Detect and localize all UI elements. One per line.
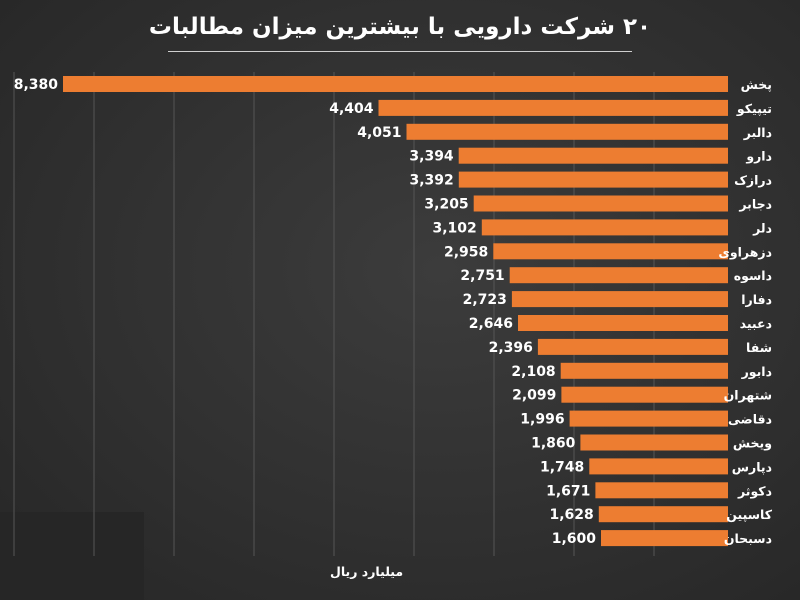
bar <box>601 530 728 547</box>
corner-shade <box>0 512 144 600</box>
category-label: ویخش <box>733 436 772 451</box>
value-label: 8,380 <box>14 77 59 93</box>
bar <box>458 171 728 188</box>
category-label: دعبید <box>740 316 772 331</box>
category-label: دجابر <box>738 197 772 212</box>
bar <box>406 123 728 140</box>
value-label: 2,396 <box>489 340 533 356</box>
category-label: دپارس <box>732 459 772 474</box>
bar <box>580 434 728 451</box>
value-label: 1,628 <box>550 507 594 523</box>
value-label: 1,600 <box>552 531 597 547</box>
unit-label: میلیارد ریال <box>330 564 404 579</box>
title-underline <box>168 51 632 52</box>
bar <box>509 267 728 284</box>
category-label: دلر <box>752 220 772 235</box>
value-label: 3,394 <box>409 149 454 165</box>
category-label: دسبحان <box>724 531 772 546</box>
bar <box>589 458 728 475</box>
value-label: 3,102 <box>433 220 477 236</box>
category-label: کاسپین <box>726 507 772 522</box>
bar <box>493 243 728 260</box>
bar <box>537 338 728 355</box>
bar <box>569 410 728 427</box>
category-label: داسوه <box>734 268 772 283</box>
bar <box>598 506 728 523</box>
value-label: 4,051 <box>357 125 401 141</box>
bar <box>595 482 728 499</box>
category-label: پخش <box>741 77 772 92</box>
bar <box>511 291 728 308</box>
value-label: 1,996 <box>520 412 564 428</box>
bars <box>63 76 728 547</box>
bar <box>458 147 728 164</box>
value-label: 1,748 <box>540 459 584 475</box>
value-label: 2,099 <box>512 388 556 404</box>
value-label: 1,860 <box>531 436 576 452</box>
category-label: دابور <box>741 364 772 379</box>
value-label: 2,646 <box>469 316 513 332</box>
category-label: شفا <box>746 340 772 355</box>
value-label: 3,392 <box>410 173 454 189</box>
bar <box>561 386 728 403</box>
bar <box>560 362 728 379</box>
category-label: شتهران <box>724 388 772 403</box>
category-label: درازک <box>734 173 772 188</box>
value-label: 2,751 <box>460 268 504 284</box>
category-label: تیپیکو <box>736 101 772 116</box>
bar <box>378 99 728 116</box>
value-label: 3,205 <box>424 197 468 213</box>
chart-title: ۲۰ شرکت دارویی با بیشترین میزان مطالبات <box>148 14 652 40</box>
value-label: 2,958 <box>444 244 488 260</box>
bar <box>63 76 728 92</box>
bar <box>473 195 728 212</box>
category-labels: پخش تیپیکو دالبر دارو درازک دجابر دلر دزهراوی دا… <box>718 77 772 546</box>
bar <box>518 315 728 331</box>
bar <box>481 219 728 236</box>
value-label: 4,404 <box>329 101 374 117</box>
value-label: 1,671 <box>546 483 590 499</box>
category-label: دفارا <box>741 292 772 307</box>
category-label: دارو <box>745 149 772 164</box>
value-label: 2,108 <box>511 364 555 380</box>
value-label: 2,723 <box>463 292 507 308</box>
category-label: دزهراوی <box>718 244 772 259</box>
value-labels: 8,380 4,404 4,051 3,394 3,392 3,205 3,102 2,958… <box>14 77 597 547</box>
category-label: دکوثر <box>737 483 772 498</box>
category-label: دالبر <box>743 125 772 140</box>
category-label: دقاضی <box>728 412 772 427</box>
